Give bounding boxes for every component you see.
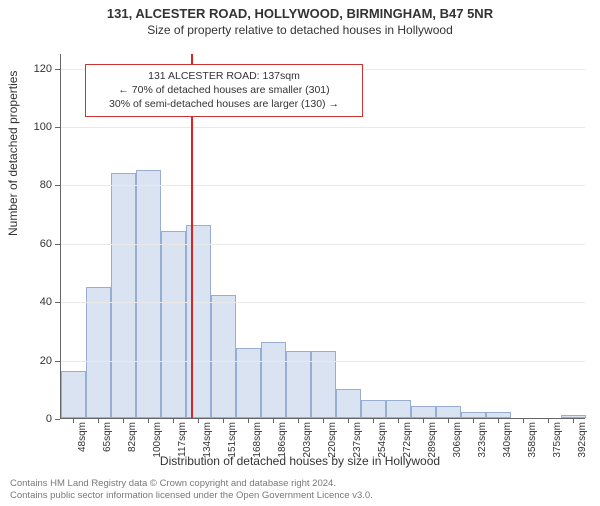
xtick-label: 272sqm [402,422,413,458]
xtick-label: 237sqm [352,422,363,458]
bar [486,412,511,418]
ytick-label: 0 [24,413,52,425]
xtick-mark [398,418,399,423]
xtick-label: 82sqm [127,422,138,452]
xtick-label: 168sqm [252,422,263,458]
gridline [61,244,585,245]
ytick-mark [55,361,60,362]
xtick-label: 203sqm [302,422,313,458]
xtick-mark [148,418,149,423]
bar [161,231,186,418]
xtick-label: 134sqm [202,422,213,458]
gridline [61,361,585,362]
bar [86,287,111,418]
bar [411,406,436,418]
info-line-1: 131 ALCESTER ROAD: 137sqm [94,69,354,83]
xtick-mark [423,418,424,423]
bar [136,170,161,418]
ytick-mark [55,419,60,420]
xtick-mark [123,418,124,423]
bar [336,389,361,418]
xtick-label: 65sqm [102,422,113,452]
xtick-mark [223,418,224,423]
y-axis-label: Number of detached properties [6,71,20,236]
xtick-mark [373,418,374,423]
ytick-label: 40 [24,296,52,308]
footer-line-2: Contains public sector information licen… [10,490,373,502]
bar [186,225,211,418]
xtick-mark [98,418,99,423]
ytick-mark [55,127,60,128]
info-line-3: 30% of semi-detached houses are larger (… [94,97,354,111]
ytick-label: 80 [24,179,52,191]
xtick-label: 48sqm [77,422,88,452]
title-main: 131, ALCESTER ROAD, HOLLYWOOD, BIRMINGHA… [0,6,600,21]
bar [236,348,261,418]
ytick-mark [55,185,60,186]
xtick-label: 340sqm [502,422,513,458]
gridline [61,185,585,186]
xtick-label: 289sqm [427,422,438,458]
xtick-label: 358sqm [527,422,538,458]
xtick-mark [323,418,324,423]
xtick-label: 323sqm [477,422,488,458]
footer-line-1: Contains HM Land Registry data © Crown c… [10,478,373,490]
xtick-label: 151sqm [227,422,238,458]
xtick-mark [248,418,249,423]
bar [361,400,386,418]
bar [461,412,486,418]
xtick-label: 254sqm [377,422,388,458]
ytick-mark [55,69,60,70]
xtick-mark [198,418,199,423]
bar [211,295,236,418]
xtick-mark [523,418,524,423]
xtick-label: 186sqm [277,422,288,458]
info-box: 131 ALCESTER ROAD: 137sqm ← 70% of detac… [85,64,363,117]
info-line-2: ← 70% of detached houses are smaller (30… [94,83,354,97]
ytick-mark [55,302,60,303]
bar [436,406,461,418]
xtick-mark [498,418,499,423]
bar [111,173,136,418]
xtick-label: 220sqm [327,422,338,458]
title-sub: Size of property relative to detached ho… [0,23,600,37]
xtick-label: 392sqm [577,422,588,458]
ytick-label: 20 [24,355,52,367]
xtick-label: 306sqm [452,422,463,458]
xtick-mark [548,418,549,423]
gridline [61,302,585,303]
xtick-mark [73,418,74,423]
xtick-mark [448,418,449,423]
xtick-mark [273,418,274,423]
ytick-mark [55,244,60,245]
xtick-mark [298,418,299,423]
footer: Contains HM Land Registry data © Crown c… [10,478,373,502]
ytick-label: 60 [24,238,52,250]
ytick-label: 100 [24,121,52,133]
gridline [61,127,585,128]
xtick-label: 117sqm [177,422,188,457]
bar [61,371,86,418]
bar [561,415,586,418]
xtick-mark [173,418,174,423]
ytick-label: 120 [24,63,52,75]
xtick-mark [348,418,349,423]
xtick-mark [473,418,474,423]
bar [261,342,286,418]
xtick-mark [573,418,574,423]
x-axis-label: Distribution of detached houses by size … [0,454,600,468]
xtick-label: 375sqm [552,422,563,458]
bar [386,400,411,418]
xtick-label: 100sqm [152,422,163,458]
